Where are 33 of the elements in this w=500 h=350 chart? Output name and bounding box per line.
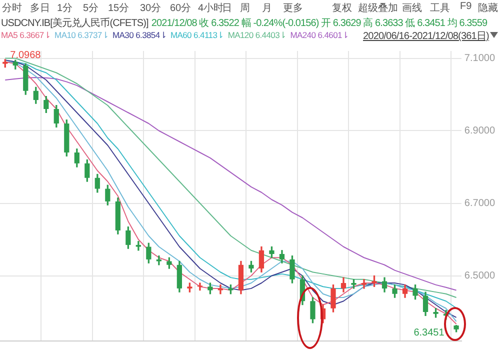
text: MA5 6.3667⇂ [1, 30, 52, 40]
text: 5分 [83, 2, 99, 15]
text: 月 [262, 2, 272, 15]
text: 60分 [170, 2, 192, 15]
y-tick-label: 7.1000 [464, 53, 496, 64]
text: 多日 [30, 2, 50, 15]
chart-title: USDCNY.IB[美元兑人民币(CFETS)] [1, 18, 148, 29]
annotation: 7.0968 [10, 50, 42, 62]
annotation: 6.3451 [414, 328, 445, 339]
chart-subtitle: 2021/12/08 收 6.3522 幅 -0.24%(-0.0156) 开 6.3629 高 6.3633 低 6.3451 均 6.3559 [151, 18, 488, 29]
text: F9 [460, 1, 472, 12]
text: 4小时 [198, 2, 224, 15]
y-tick-label: 6.5000 [464, 270, 496, 282]
text: 工具 [430, 2, 450, 15]
text: 画线 [402, 2, 422, 15]
y-tick-label: 6.9000 [464, 126, 496, 136]
text: MA30 6.3854⇂ [112, 30, 168, 40]
text: 2020/06/16-2021/12/08(361日) [363, 30, 489, 43]
text: 超级叠加 [358, 2, 398, 15]
text: 15分 [108, 2, 130, 15]
text: 隐藏 [478, 2, 498, 15]
text: 1分 [57, 2, 73, 15]
text: 分时 [2, 2, 22, 15]
text: MA240 6.4601⇂ [290, 30, 350, 40]
text: 更多 [283, 2, 303, 15]
text: 日 [222, 3, 232, 15]
y-tick-label: 6.7000 [464, 198, 496, 209]
text: 复权 [332, 2, 352, 15]
text: MA60 6.4113⇂ [170, 30, 225, 40]
text: 30分 [140, 2, 162, 15]
text: MA120 6.4403⇂ [228, 30, 288, 40]
text: 周 [240, 2, 250, 15]
text: MA10 6.3737⇂ [54, 30, 110, 40]
